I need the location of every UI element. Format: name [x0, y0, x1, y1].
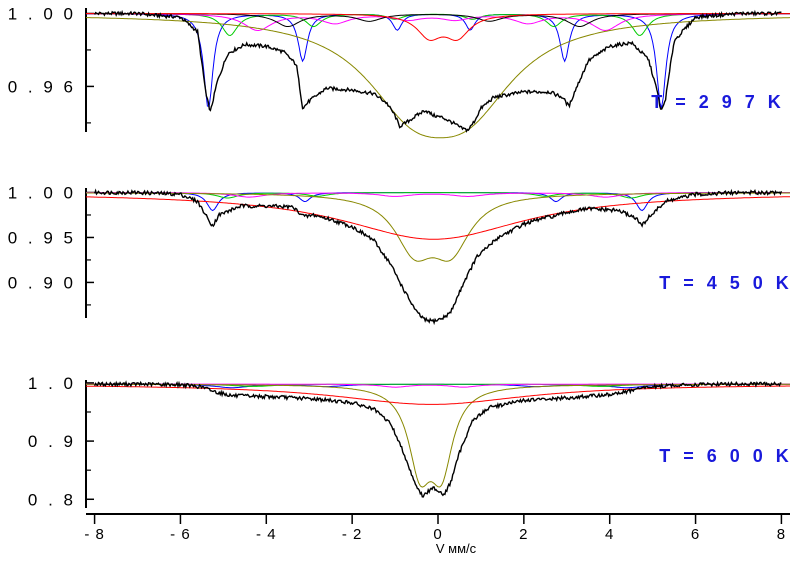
y-tick-label: 0 . 9 0: [8, 273, 76, 292]
x-tick-label: - 8: [84, 526, 105, 543]
temperature-label: T = 4 5 0 K: [659, 273, 793, 293]
spectrum-panel-1: 1 . 0 0 0 . 9 6 T = 2 9 7 K: [8, 4, 791, 139]
experimental-spectrum: [93, 9, 782, 133]
fit-component-5: [85, 385, 790, 405]
temperature-label: T = 2 9 7 K: [651, 92, 785, 112]
fit-component-2: [86, 13, 790, 37]
spectra-panels: 1 . 0 0 0 . 9 6 T = 2 9 7 K 1 . 0 0 0 . 9 5 0…: [8, 4, 793, 509]
x-tick-label: 8: [777, 526, 786, 543]
y-tick-label: 0 . 9: [28, 432, 76, 451]
x-tick-label: - 4: [256, 526, 277, 543]
y-tick-label: 0 . 8: [28, 490, 76, 509]
x-axis-label: V мм/с: [436, 541, 477, 556]
fit-component-4: [86, 13, 790, 27]
y-tick-label: 0 . 9 6: [8, 77, 76, 96]
x-tick-label: 2: [519, 526, 528, 543]
fit-component-3: [86, 13, 790, 32]
x-axis: - 8 - 6 - 4 - 2 0 2 4 6 8: [84, 513, 790, 543]
fit-component-4: [86, 383, 790, 488]
x-tick-label: - 6: [170, 526, 191, 543]
fit-component-5: [86, 196, 790, 240]
temperature-label: T = 6 0 0 K: [659, 446, 793, 466]
fit-component-5: [85, 17, 791, 139]
spectrum-panel-3: 1 . 0 0 . 9 0 . 8 T = 6 0 0 K: [28, 374, 793, 509]
fit-component-4: [86, 192, 790, 262]
fit-component-1: [86, 192, 790, 212]
fit-component-6: [86, 13, 790, 42]
experimental-spectrum: [93, 380, 782, 498]
spectrum-panel-2: 1 . 0 0 0 . 9 5 0 . 9 0 T = 4 5 0 K: [8, 183, 793, 326]
experimental-spectrum: [93, 188, 783, 326]
x-tick-label: 4: [605, 526, 614, 543]
y-tick-label: 0 . 9 5: [8, 228, 76, 247]
y-tick-label: 1 . 0 0: [8, 183, 76, 202]
x-tick-label: 6: [691, 526, 700, 543]
y-tick-label: 1 . 0: [28, 374, 76, 393]
y-tick-label: 1 . 0 0: [8, 4, 76, 23]
x-tick-label: 0: [433, 526, 442, 543]
x-tick-label: - 2: [342, 526, 363, 543]
